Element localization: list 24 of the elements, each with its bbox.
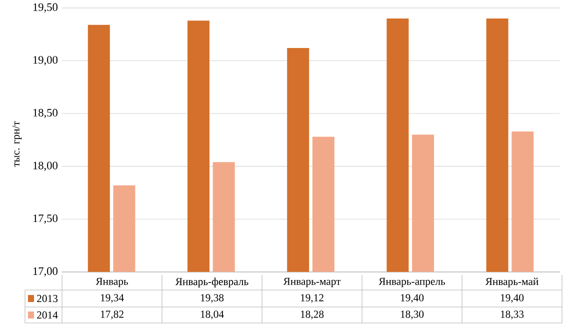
x-tick-label: Январь-март <box>283 278 341 288</box>
data-label: 18,28 <box>300 310 324 320</box>
data-label: 19,12 <box>300 294 324 303</box>
y-tick-label: 19,00 <box>33 56 58 66</box>
data-label: 18,30 <box>400 310 424 320</box>
data-label: 19,40 <box>500 294 524 303</box>
data-label: 18,04 <box>200 310 224 320</box>
y-axis-title: тыс. грн/т <box>12 121 22 167</box>
y-tick-label: 18,50 <box>33 108 58 118</box>
x-tick-label: Январь-апрель <box>378 278 446 288</box>
y-tick-label: 18,00 <box>33 162 58 171</box>
data-label: 19,40 <box>400 294 424 303</box>
x-tick-label: Январь-май <box>485 278 538 288</box>
legend-label: 2014 <box>37 311 58 319</box>
data-label: 19,34 <box>100 294 124 303</box>
y-tick-label: 17,50 <box>33 214 58 224</box>
data-label: 17,82 <box>100 310 124 320</box>
data-label: 18,33 <box>500 310 524 320</box>
y-tick-label: 17,00 <box>33 267 58 277</box>
legend-label: 2013 <box>37 294 58 302</box>
y-tick-label: 19,50 <box>33 3 58 13</box>
x-tick-label: Январь-февраль <box>175 278 248 288</box>
data-label: 19,38 <box>200 294 224 303</box>
x-tick-label: Январь <box>96 278 128 288</box>
